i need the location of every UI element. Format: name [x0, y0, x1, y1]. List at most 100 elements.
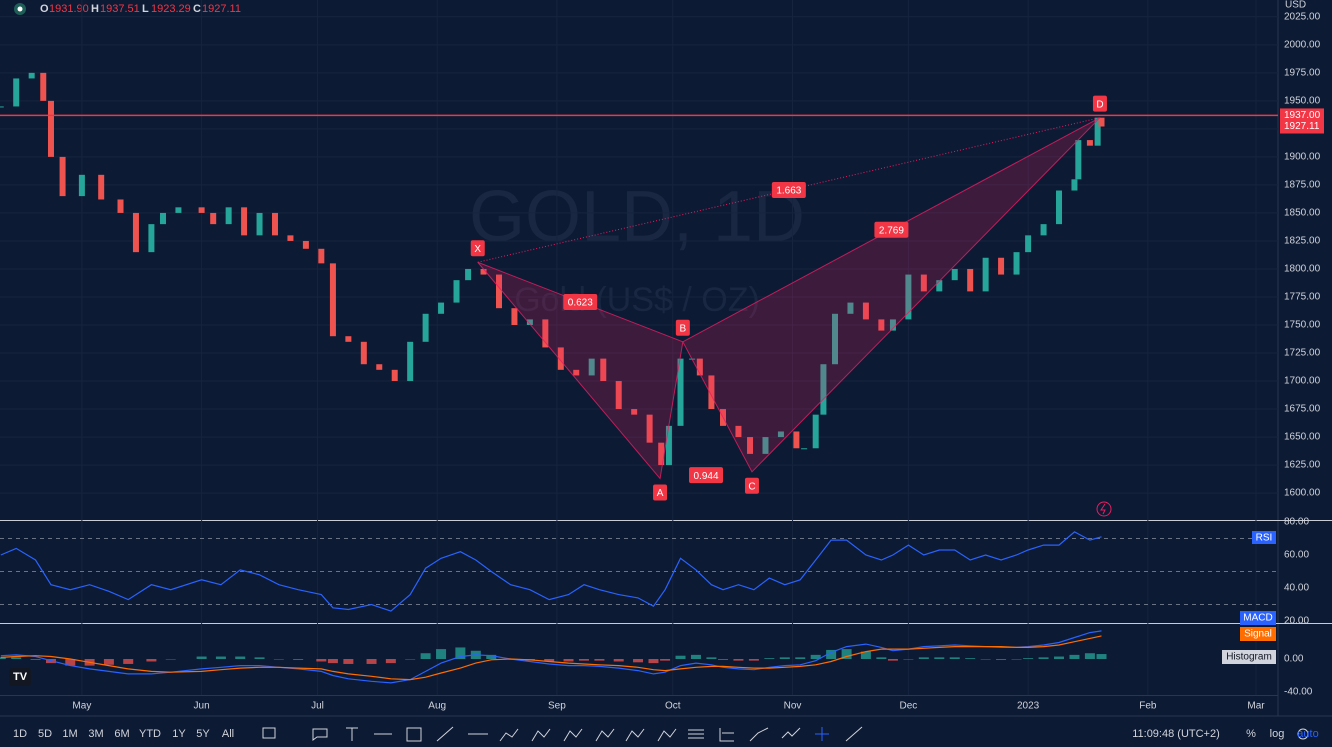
- histogram-bar: [316, 659, 327, 662]
- last-price-label: 1927.11: [1284, 121, 1320, 132]
- tool-icon[interactable]: [625, 728, 645, 742]
- tool-icon[interactable]: [436, 726, 454, 742]
- histogram-bar: [366, 659, 377, 664]
- candle: [1098, 117, 1105, 127]
- watermark-title: GOLD, 1D: [469, 177, 805, 257]
- range-button[interactable]: YTD: [139, 728, 161, 740]
- histogram-bar: [385, 659, 396, 664]
- y-tick-label: 1650.00: [1284, 432, 1321, 443]
- alert-icon[interactable]: [1096, 501, 1112, 517]
- candle: [646, 414, 653, 443]
- tool-icon[interactable]: [312, 728, 328, 741]
- range-button[interactable]: 3M: [88, 728, 103, 740]
- candle: [78, 174, 85, 197]
- tool-icon[interactable]: [719, 728, 734, 742]
- candle: [302, 240, 309, 249]
- y-tick-label: 1675.00: [1284, 404, 1321, 415]
- histogram-bar: [1038, 657, 1049, 660]
- histogram-bar: [578, 659, 589, 661]
- histogram-bar: [887, 659, 898, 661]
- tool-icon[interactable]: [688, 729, 704, 739]
- point-badge: [744, 477, 759, 494]
- range-button[interactable]: 1Y: [172, 728, 186, 740]
- tool-icon[interactable]: [346, 727, 358, 741]
- candle: [777, 431, 784, 438]
- scale-option[interactable]: log: [1270, 728, 1285, 740]
- bottom-toolbar: [0, 716, 1332, 747]
- candle: [793, 431, 800, 449]
- histogram-bar: [660, 659, 671, 661]
- ohlc-value: 1927.11: [202, 3, 241, 15]
- tool-icon[interactable]: [406, 727, 422, 742]
- candle: [376, 364, 383, 370]
- scale-option[interactable]: auto: [1297, 728, 1318, 740]
- tool-icon[interactable]: [262, 727, 276, 739]
- candle: [820, 364, 827, 415]
- histogram-bar: [648, 659, 659, 664]
- currency[interactable]: USD: [1285, 0, 1306, 11]
- candle: [878, 319, 885, 331]
- candle: [812, 414, 819, 449]
- tool-icon[interactable]: [749, 727, 769, 742]
- settings-icon[interactable]: [1297, 728, 1309, 740]
- point-label: X: [474, 244, 481, 255]
- histogram-bar: [690, 654, 701, 660]
- logo[interactable]: [9, 668, 31, 686]
- histogram-bar: [293, 659, 304, 660]
- candle: [132, 212, 139, 253]
- range-button[interactable]: 1D: [13, 728, 27, 740]
- tool-icon[interactable]: [595, 728, 615, 742]
- watermark: GOLD, 1D Gold (US$ / OZ): [469, 177, 805, 319]
- tool-icon[interactable]: [815, 727, 829, 741]
- ratio-label: 0.623: [568, 298, 593, 309]
- tool-icon[interactable]: [657, 728, 677, 742]
- candle: [329, 263, 336, 337]
- candle: [1025, 235, 1032, 253]
- point-label: D: [1096, 99, 1103, 110]
- x-tick-label: 2023: [1017, 701, 1040, 712]
- tool-icon[interactable]: [531, 728, 551, 742]
- rsi-line: [0, 531, 1102, 612]
- y-tick-label: 40.00: [1284, 583, 1309, 594]
- candle: [422, 313, 429, 342]
- histogram-bar: [215, 656, 226, 660]
- tool-icon[interactable]: [499, 728, 519, 742]
- range-button[interactable]: 5D: [38, 728, 52, 740]
- candle: [600, 358, 607, 382]
- x-tick-label: Sep: [548, 701, 566, 712]
- candle: [1071, 179, 1078, 191]
- scale-option[interactable]: %: [1246, 728, 1256, 740]
- drawing-tools[interactable]: [262, 726, 1309, 742]
- x-tick-label: Aug: [428, 701, 446, 712]
- candle: [762, 437, 769, 454]
- candle: [480, 268, 487, 275]
- range-button[interactable]: 6M: [114, 728, 129, 740]
- histogram-bar: [903, 659, 914, 660]
- y-tick-label: 2000.00: [1284, 39, 1321, 50]
- y-tick-label: 1775.00: [1284, 292, 1321, 303]
- histogram-bar: [1054, 656, 1065, 660]
- candle: [1075, 140, 1082, 180]
- candle: [47, 100, 54, 157]
- candle: [982, 257, 989, 292]
- x-tick-label: Jun: [194, 701, 210, 712]
- histogram-bar: [420, 653, 431, 660]
- point-badge: [1092, 95, 1107, 112]
- x-tick-label: Oct: [665, 701, 681, 712]
- range-button[interactable]: All: [222, 728, 234, 740]
- range-button[interactable]: 5Y: [196, 728, 210, 740]
- tool-icon[interactable]: [781, 727, 801, 739]
- candle: [801, 448, 808, 450]
- legend-label: Histogram: [1226, 652, 1272, 663]
- candle: [951, 268, 958, 281]
- range-button[interactable]: 1M: [62, 728, 77, 740]
- histogram-bar: [30, 659, 41, 660]
- ratio-label: 2.769: [879, 225, 904, 236]
- tool-icon[interactable]: [845, 726, 863, 742]
- candle: [920, 274, 927, 292]
- candle: [631, 409, 638, 415]
- tool-icon[interactable]: [563, 728, 583, 742]
- y-tick-label: 1850.00: [1284, 208, 1321, 219]
- histogram-bar: [103, 659, 114, 665]
